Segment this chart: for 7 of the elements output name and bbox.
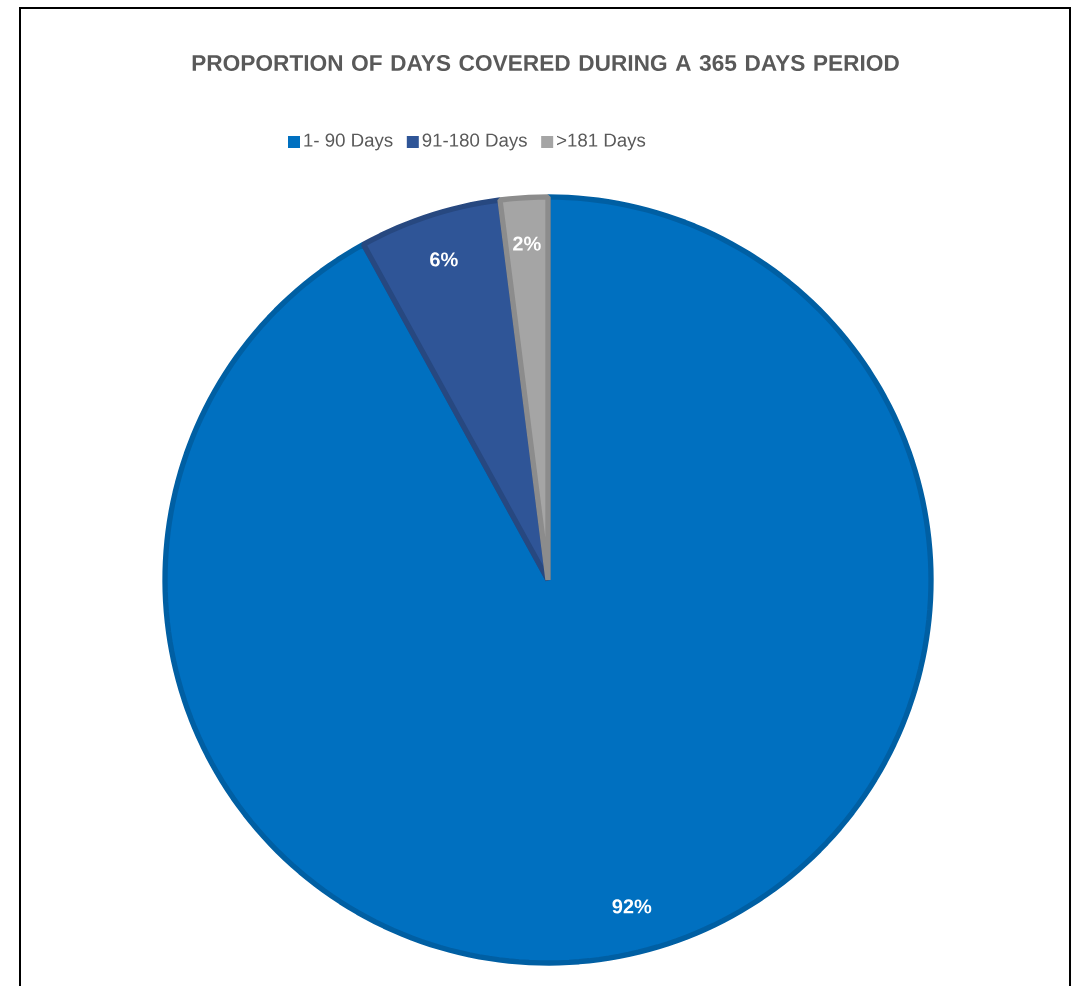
legend-label: 91-180 Days — [422, 133, 527, 151]
data-label: 6% — [430, 252, 458, 267]
legend-label: >181 Days — [557, 133, 646, 151]
chart-title: PROPORTION OF DAYS COVERED DURING A 365 DAYS PERIOD — [192, 54, 899, 72]
data-label: 92% — [612, 899, 652, 914]
data-label: 2% — [513, 236, 541, 251]
legend-label: 1- 90 Days — [304, 133, 393, 151]
